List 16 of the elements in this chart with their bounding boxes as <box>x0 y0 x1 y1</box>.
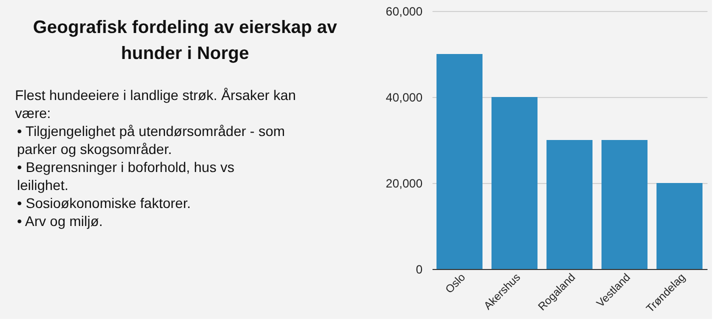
bar <box>436 54 482 269</box>
bar <box>656 183 702 269</box>
y-tick-label: 0 <box>416 262 423 276</box>
x-tick-label: Oslo <box>444 272 468 296</box>
text: • Begrensninger i boforhold, hus vs leilighet. <box>17 159 234 193</box>
bar <box>546 140 592 269</box>
text: Geografisk fordeling av eierskap av hunder i Norge <box>32 17 338 63</box>
text: • Sosioøkonomiske faktorer. <box>17 195 191 211</box>
bar <box>492 97 538 269</box>
y-tick-label: 40,000 <box>386 90 423 104</box>
y-tick-label: 20,000 <box>386 176 423 190</box>
y-tick-label: 60,000 <box>386 4 423 18</box>
text: • Tilgjengelighet på utendørsområder - som parker og skogsområder. <box>17 123 285 157</box>
text: Flest hundeeiere i landlige strøk. Årsaker kan være: <box>15 87 296 121</box>
bar <box>602 140 648 269</box>
text: • Arv og miljø. <box>17 213 103 229</box>
